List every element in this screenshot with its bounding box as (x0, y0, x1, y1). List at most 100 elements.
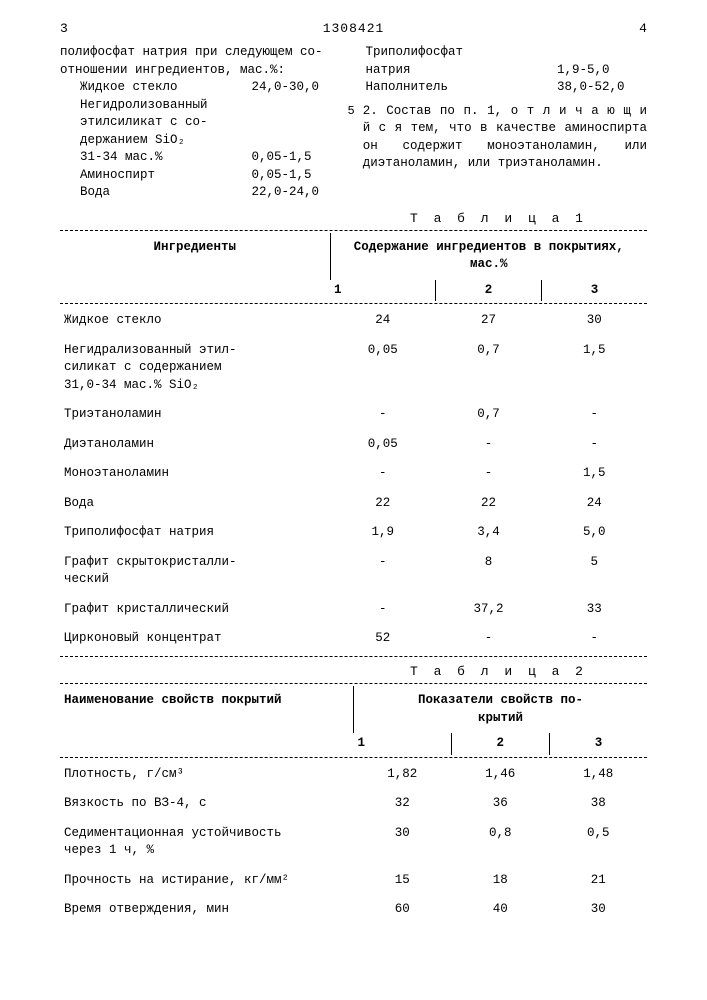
row-name: Цирконовый концентрат (60, 624, 330, 654)
table-row: Триполифосфат натрия1,93,45,0 (60, 518, 647, 548)
row-value: 22 (330, 489, 435, 519)
row-name: Графит скрытокристалли- ческий (60, 548, 330, 595)
row-value: 27 (435, 306, 541, 336)
row-value: - (330, 400, 435, 430)
ingredient-name: Негидролизованный (80, 97, 252, 115)
table1-col-2: 2 (435, 280, 541, 302)
row-value: 0,8 (451, 819, 549, 866)
row-value: - (330, 595, 435, 625)
page-number-right: 4 (639, 20, 647, 38)
row-name: Негидрализованный этил- силикат с содерж… (60, 336, 330, 401)
row-value: - (435, 624, 541, 654)
row-value: - (435, 430, 541, 460)
row-value: 21 (549, 866, 647, 896)
row-value: 3,4 (435, 518, 541, 548)
row-value: 32 (354, 789, 452, 819)
row-value: 1,82 (354, 760, 452, 790)
ingredient-value: 0,05-1,5 (252, 167, 342, 185)
divider (60, 683, 647, 684)
table-row: Цирконовый концентрат52-- (60, 624, 647, 654)
row-value: 22 (435, 489, 541, 519)
ingredient-value: 1,9-5,0 (557, 62, 647, 80)
table-row: Жидкое стекло242730 (60, 306, 647, 336)
row-value: 5,0 (542, 518, 647, 548)
ingredient-value (252, 132, 342, 150)
table-row: Графит скрытокристалли- ческий-85 (60, 548, 647, 595)
table2-title: Т а б л и ц а 2 (60, 663, 647, 681)
row-value: 33 (542, 595, 647, 625)
ingredient-value: 38,0-52,0 (557, 79, 647, 97)
ingredient-name: Наполнитель (366, 79, 558, 97)
table2-header-col1: Наименование свойств покрытий (60, 686, 354, 755)
table2-col-1: 1 (354, 733, 452, 755)
row-value: - (330, 548, 435, 595)
row-value: 24 (330, 306, 435, 336)
row-value: 1,48 (549, 760, 647, 790)
row-value: 60 (354, 895, 452, 925)
left-column: полифосфат натрия при следующем со- отно… (60, 44, 342, 202)
row-name: Диэтаноламин (60, 430, 330, 460)
row-name: Седиментационная устойчивость через 1 ч,… (60, 819, 354, 866)
row-value: 1,5 (542, 459, 647, 489)
table2-header-group: Показатели свойств по- крытий (354, 686, 648, 733)
row-name: Триполифосфат натрия (60, 518, 330, 548)
table2-col-3: 3 (549, 733, 647, 755)
left-intro-1: полифосфат натрия при следующем со- (60, 44, 342, 62)
table-1: Ингредиенты Содержание ингредиентов в по… (60, 233, 647, 654)
divider (60, 230, 647, 231)
ingredient-name: Аминоспирт (80, 167, 252, 185)
row-value: 30 (549, 895, 647, 925)
ingredient-name: держанием SiO₂ (80, 132, 252, 150)
ingredient-value (252, 97, 342, 115)
row-name: Графит кристаллический (60, 595, 330, 625)
row-name: Жидкое стекло (60, 306, 330, 336)
row-value: 0,5 (549, 819, 647, 866)
ingredient-name: Вода (80, 184, 252, 202)
row-name: Триэтаноламин (60, 400, 330, 430)
ingredient-value: 22,0-24,0 (252, 184, 342, 202)
top-two-column: полифосфат натрия при следующем со- отно… (60, 44, 647, 202)
row-value: 24 (542, 489, 647, 519)
row-value: 0,7 (435, 400, 541, 430)
row-name: Время отверждения, мин (60, 895, 354, 925)
row-value: 36 (451, 789, 549, 819)
row-value: 38 (549, 789, 647, 819)
table-row: Вязкость по ВЗ-4, с323638 (60, 789, 647, 819)
ingredient-value: 0,05-1,5 (252, 149, 342, 167)
row-value: 30 (542, 306, 647, 336)
row-value: 0,05 (330, 336, 435, 401)
claim-text: 2. Состав по п. 1, о т л и ч а ю щ и й с… (363, 103, 647, 173)
ingredient-name: 31-34 мас.% (80, 149, 252, 167)
row-name: Плотность, г/см³ (60, 760, 354, 790)
ingredient-name: Жидкое стекло (80, 79, 252, 97)
row-value: 8 (435, 548, 541, 595)
table-row: Диэтаноламин0,05-- (60, 430, 647, 460)
table1-col-1: 1 (330, 280, 435, 302)
row-value: 37,2 (435, 595, 541, 625)
row-value: - (435, 459, 541, 489)
table-row: Негидрализованный этил- силикат с содерж… (60, 336, 647, 401)
table-row: Седиментационная устойчивость через 1 ч,… (60, 819, 647, 866)
left-intro-2: отношении ингредиентов, мас.%: (60, 62, 342, 80)
page-header: 3 1308421 4 (60, 20, 647, 38)
row-name: Моноэтаноламин (60, 459, 330, 489)
table-row: Триэтаноламин-0,7- (60, 400, 647, 430)
table1-header-group: Содержание ингредиентов в покрытиях, мас… (330, 233, 647, 280)
left-ingredient-list: Жидкое стекло24,0-30,0 Негидролизованный… (80, 79, 342, 202)
row-value: 1,46 (451, 760, 549, 790)
table1-header-col1: Ингредиенты (60, 233, 330, 302)
ingredient-name: Триполифосфат (366, 44, 558, 62)
ingredient-name: этилсиликат с со- (80, 114, 252, 132)
row-name: Вода (60, 489, 330, 519)
right-column: Триполифосфат натрия1,9-5,0 Наполнитель3… (366, 44, 648, 202)
ingredient-value (252, 114, 342, 132)
row-value: 1,5 (542, 336, 647, 401)
table-2: Наименование свойств покрытий Показатели… (60, 686, 647, 925)
page-number-left: 3 (60, 20, 68, 38)
table-row: Время отверждения, мин604030 (60, 895, 647, 925)
row-value: - (542, 624, 647, 654)
table-row: Плотность, г/см³1,821,461,48 (60, 760, 647, 790)
row-value: 52 (330, 624, 435, 654)
row-value: 40 (451, 895, 549, 925)
table-row: Моноэтаноламин--1,5 (60, 459, 647, 489)
